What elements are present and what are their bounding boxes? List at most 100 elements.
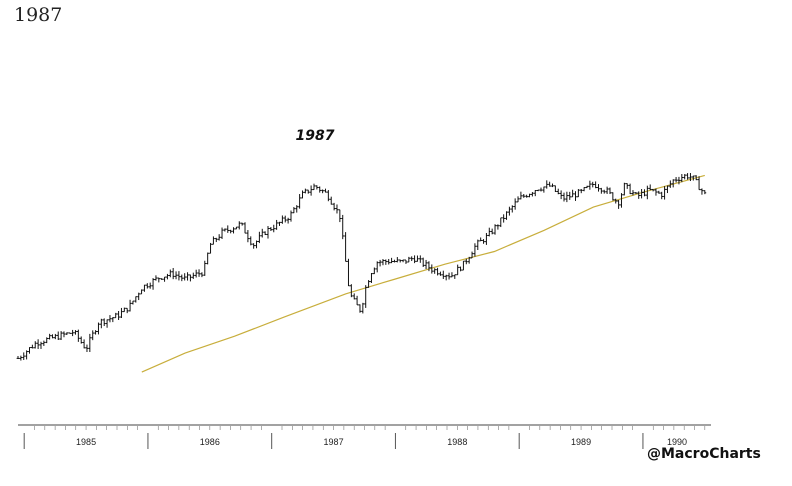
price-bar: [59, 331, 63, 340]
price-bar: [657, 190, 661, 194]
price-bar: [39, 341, 43, 349]
price-bar: [548, 181, 552, 187]
price-bar: [338, 209, 342, 223]
price-bar: [703, 190, 707, 195]
price-bar: [283, 215, 287, 223]
price-bar: [105, 319, 109, 328]
price-bar: [387, 258, 391, 265]
price-bar: [128, 299, 132, 312]
x-tick-label: 1986: [200, 437, 220, 447]
price-bar: [453, 274, 457, 279]
price-bar: [143, 284, 146, 292]
price-bar: [303, 188, 307, 194]
price-bar: [668, 180, 672, 188]
x-tick-label: 1985: [76, 437, 96, 447]
price-bar: [263, 231, 267, 236]
price-bar: [237, 221, 241, 230]
price-bar: [166, 273, 169, 280]
price-bar: [272, 224, 276, 233]
price-bar: [226, 225, 230, 233]
price-bar: [597, 184, 600, 192]
price-bar: [602, 189, 606, 194]
price-bar: [53, 333, 57, 340]
price-bar: [680, 174, 684, 183]
price-bar: [318, 186, 322, 193]
price-bar: [556, 188, 560, 195]
price-bar: [289, 210, 293, 222]
price-bar: [22, 352, 26, 361]
price-bar: [367, 280, 370, 288]
price-bar: [312, 183, 316, 191]
price-bar: [335, 204, 339, 214]
price-bar: [683, 174, 687, 180]
price-bar: [605, 186, 609, 194]
price-bar: [102, 318, 106, 327]
price-bar: [295, 205, 299, 213]
price-bar: [436, 267, 439, 276]
price-bar: [493, 224, 497, 235]
price-bar: [608, 187, 612, 195]
price-bar: [464, 258, 468, 265]
price-bar: [404, 259, 408, 264]
price-bar: [174, 271, 178, 280]
price-bar: [571, 189, 575, 198]
price-bar: [157, 277, 161, 283]
price-bar: [19, 355, 23, 361]
price-bar: [631, 190, 635, 196]
price-bar: [180, 274, 184, 282]
price-bar: [341, 214, 345, 240]
price-bar: [68, 332, 72, 334]
annotation-layer: 1987: [296, 128, 335, 144]
price-bar: [393, 259, 396, 263]
price-bar: [191, 272, 195, 279]
price-bar: [407, 256, 411, 263]
price-bar: [424, 259, 428, 270]
price-bar: [370, 273, 373, 283]
price-bar: [496, 224, 500, 230]
moving-average-series: [141, 174, 705, 373]
price-bar: [220, 227, 224, 239]
price-bar: [45, 337, 49, 344]
price-bar: [697, 176, 701, 191]
price-bar: [490, 228, 494, 235]
price-bar: [246, 230, 250, 243]
price-bar: [223, 228, 227, 232]
price-bar: [622, 182, 626, 196]
price-bar: [352, 293, 356, 300]
price-bar: [568, 191, 572, 200]
price-bar: [689, 173, 692, 182]
price-bar: [375, 261, 379, 273]
price-bar: [677, 176, 681, 185]
price-bar: [666, 185, 669, 194]
annotation-label: 1987: [296, 128, 335, 144]
price-bar: [82, 339, 86, 349]
price-bar: [200, 272, 204, 278]
credit-watermark: @MacroCharts: [647, 446, 761, 462]
price-bar: [117, 310, 120, 320]
price-bar: [674, 177, 678, 183]
price-bar: [427, 261, 431, 272]
price-bar: [56, 331, 60, 341]
price-bar: [553, 185, 557, 192]
price-bar: [79, 336, 83, 344]
price-bar: [522, 193, 526, 198]
price-bar: [168, 269, 172, 278]
price-bar: [240, 222, 244, 226]
price-bar: [421, 257, 425, 268]
price-bar: [364, 285, 368, 308]
price-bar: [280, 215, 284, 224]
price-bar: [418, 255, 422, 263]
price-bar: [42, 340, 46, 346]
price-bar: [94, 330, 97, 335]
price-bar: [269, 227, 273, 231]
price-bar: [585, 185, 589, 189]
price-bar: [85, 344, 89, 352]
price-bar: [76, 329, 80, 342]
price-bar: [594, 181, 598, 189]
price-bar: [487, 227, 491, 237]
price-bar: [71, 329, 75, 337]
price-bar: [462, 260, 465, 271]
price-bar: [645, 185, 649, 200]
price-bar: [74, 330, 77, 335]
price-bar: [470, 251, 474, 259]
